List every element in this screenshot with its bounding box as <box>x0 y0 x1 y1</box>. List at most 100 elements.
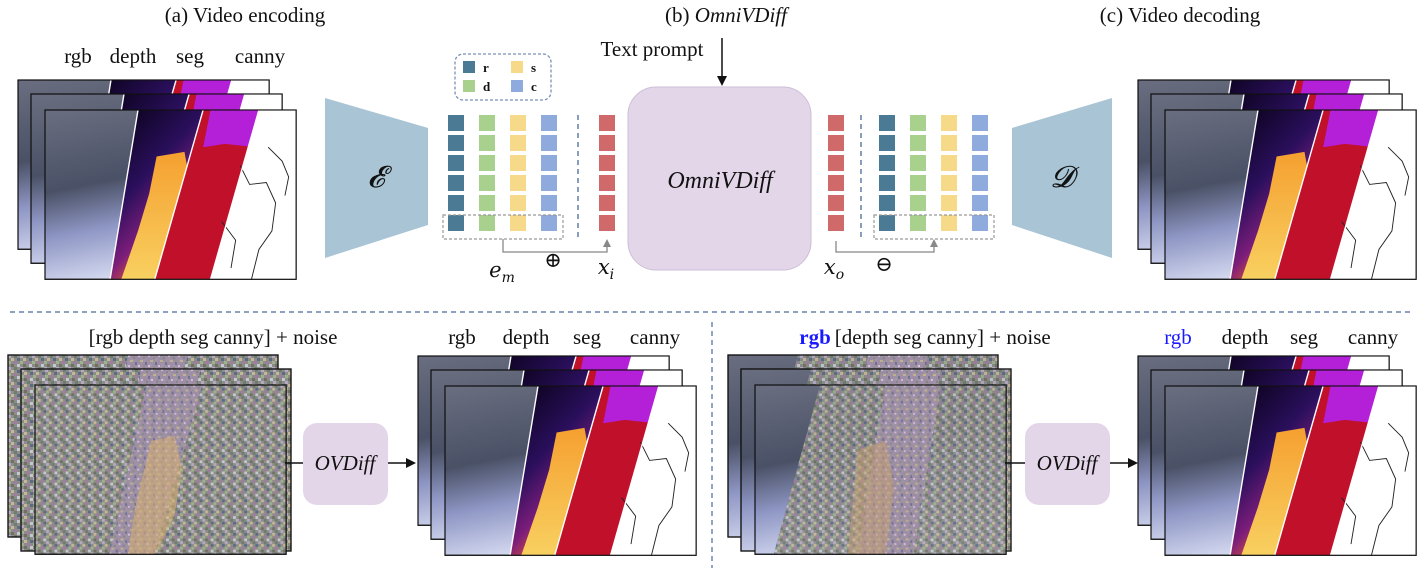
rgb-token-0 <box>448 115 464 131</box>
seg-token-5 <box>510 215 526 231</box>
label-canny: canny <box>235 44 286 68</box>
bottom-left-noisy-stack <box>7 354 292 555</box>
xi-token-3 <box>599 175 615 191</box>
out-canny-token-2 <box>972 155 988 171</box>
out-rgb-token-3 <box>879 175 895 191</box>
seg-token-4 <box>510 195 526 211</box>
label-depth: depth <box>110 44 157 68</box>
bottom-right-input-label: rgb [depth seg canny] + noise <box>799 325 1050 349</box>
bottom-right-input-rest: [depth seg canny] + noise <box>835 325 1051 349</box>
xi-token-4 <box>599 195 615 211</box>
out-canny-token-5 <box>972 215 988 231</box>
bottom-right-cond-rgb: rgb <box>799 325 831 349</box>
bl-out-label-canny: canny <box>630 325 681 349</box>
rgb-token-3 <box>448 175 464 191</box>
embedding-selection-box-right <box>873 214 995 240</box>
xo-token-2 <box>828 155 844 171</box>
input-token-grid <box>448 115 557 231</box>
out-seg-token-0 <box>941 115 957 131</box>
xo-token-0 <box>828 115 844 131</box>
xi-token-5 <box>599 215 615 231</box>
legend-key-c: c <box>531 79 537 94</box>
bottom-left-ovdiff-block: OVDiff <box>303 423 388 505</box>
rgb-token-5 <box>448 215 464 231</box>
math-em-sub: m <box>502 270 515 286</box>
canny-token-1 <box>541 135 557 151</box>
out-canny-token-0 <box>972 115 988 131</box>
br-out-label-depth: depth <box>1222 325 1269 349</box>
math-xi-sub: i <box>610 267 614 283</box>
br-out-label-canny: canny <box>1348 325 1399 349</box>
out-seg-token-4 <box>941 195 957 211</box>
bottom-left-ovdiff-label: OVDiff <box>315 451 379 475</box>
canny-token-5 <box>541 215 557 231</box>
bottom-right-output-stack <box>1137 355 1417 556</box>
title-omnivdiff-prefix: (b) <box>665 3 695 27</box>
omnivdiff-block: OmniVDiff <box>627 86 812 271</box>
bottom-left-ovdiff-box <box>303 423 388 505</box>
canny-token-4 <box>541 195 557 211</box>
label-seg: seg <box>176 44 204 68</box>
math-xo-base: x <box>824 255 836 279</box>
bottom-right-ovdiff-block: OVDiff <box>1025 423 1110 505</box>
out-depth-token-1 <box>910 135 926 151</box>
output-token-grid <box>879 115 988 231</box>
bl-out-label-depth: depth <box>503 325 550 349</box>
math-ominus: ⊖ <box>875 252 893 276</box>
depth-token-4 <box>479 195 495 211</box>
br-out-label-rgb: rgb <box>1164 325 1192 349</box>
legend-swatch-d <box>463 80 475 92</box>
out-depth-token-5 <box>910 215 926 231</box>
legend-swatch-c <box>511 80 523 92</box>
seg-token-3 <box>510 175 526 191</box>
br-out-label-seg: seg <box>1290 325 1318 349</box>
math-xi-base: x <box>598 255 610 279</box>
canny-token-0 <box>541 115 557 131</box>
output-video-stack <box>1137 79 1417 280</box>
out-depth-token-3 <box>910 175 926 191</box>
label-rgb: rgb <box>64 44 92 68</box>
legend-key-s: s <box>531 60 536 75</box>
out-depth-token-0 <box>910 115 926 131</box>
token-legend: r s d c <box>454 53 552 101</box>
out-seg-token-2 <box>941 155 957 171</box>
out-rgb-token-0 <box>879 115 895 131</box>
legend-swatch-s <box>511 61 523 73</box>
out-rgb-token-5 <box>879 215 895 231</box>
latent-token-column-xo <box>828 115 844 231</box>
canny-token-2 <box>541 155 557 171</box>
xi-token-2 <box>599 155 615 171</box>
out-seg-token-3 <box>941 175 957 191</box>
out-depth-token-4 <box>910 195 926 211</box>
math-xi: xi <box>598 255 614 283</box>
seg-token-0 <box>510 115 526 131</box>
bottom-right-conditioned-stack <box>727 354 1012 555</box>
omnivdiff-label: OmniVDiff <box>667 168 776 194</box>
connector-xo-to-output <box>835 239 938 253</box>
latent-token-column-xi <box>599 115 615 231</box>
bottom-left-input-label: [rgb depth seg canny] + noise <box>89 325 338 349</box>
out-rgb-token-4 <box>879 195 895 211</box>
encoder-trapezoid <box>325 98 428 258</box>
rgb-token-1 <box>448 135 464 151</box>
math-xo-sub: o <box>836 267 844 283</box>
rgb-token-2 <box>448 155 464 171</box>
connector-em-to-xi <box>502 239 611 253</box>
bl-out-label-seg: seg <box>573 325 601 349</box>
canny-token-3 <box>541 175 557 191</box>
rgb-token-4 <box>448 195 464 211</box>
depth-token-2 <box>479 155 495 171</box>
title-omnivdiff-name: OmniVDiff <box>695 3 790 27</box>
decoder-block: 𝓓 <box>1012 98 1112 258</box>
xi-token-0 <box>599 115 615 131</box>
depth-token-1 <box>479 135 495 151</box>
bottom-right-ovdiff-box <box>1025 423 1110 505</box>
math-em-base: e <box>489 258 501 282</box>
out-rgb-token-1 <box>879 135 895 151</box>
xi-token-1 <box>599 135 615 151</box>
title-video-encoding: (a) Video encoding <box>165 3 326 27</box>
bottom-left-output-stack <box>417 355 697 556</box>
out-seg-token-1 <box>941 135 957 151</box>
xo-token-4 <box>828 195 844 211</box>
